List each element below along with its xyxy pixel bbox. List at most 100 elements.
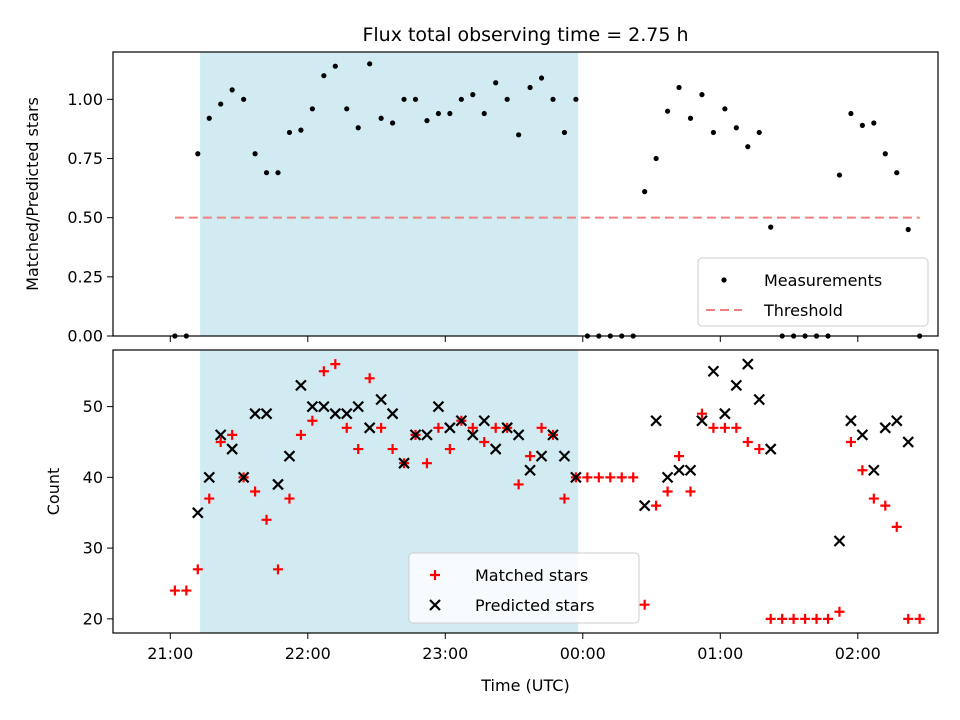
predicted-star-marker [524, 464, 536, 477]
matched-star-marker [857, 465, 868, 476]
measurement-point [710, 129, 717, 136]
y-tick: 20 [83, 609, 113, 628]
measurement-point [859, 122, 865, 128]
matched-star-marker [513, 479, 524, 490]
predicted-star-marker [444, 422, 456, 434]
matched-star-marker [341, 422, 352, 433]
predicted-star-marker [340, 407, 353, 420]
predicted-star-marker [192, 506, 204, 519]
predicted-star-marker [753, 393, 766, 406]
x-tick: 23:00 [422, 633, 468, 663]
y-tick: 0.00 [67, 327, 113, 346]
predicted-star-marker [535, 450, 548, 462]
matched-star-marker [582, 472, 593, 483]
matched-star-marker [811, 613, 822, 624]
y-axis-label: Matched/Predicted stars [23, 97, 42, 291]
measurement-point [412, 96, 419, 102]
x-tick-label: 22:00 [285, 644, 331, 663]
matched-star-marker [800, 613, 811, 624]
measurement-point [733, 125, 739, 131]
measurement-point [241, 96, 247, 102]
axes-frame [112, 51, 939, 337]
predicted-star-marker [650, 414, 662, 427]
matched-star-marker [525, 451, 536, 462]
legend-predicted-swatch [429, 599, 441, 611]
y-tick-label: 20 [83, 609, 103, 628]
measurement-point [722, 106, 728, 112]
legend: Measurements Threshold [697, 257, 929, 327]
matched-star-marker [387, 444, 398, 455]
matched-star-marker [204, 493, 215, 504]
predicted-star-marker [696, 414, 708, 427]
predicted-star-marker [501, 422, 513, 434]
measurement-point [458, 96, 464, 102]
matched-star-marker [295, 429, 306, 440]
y-tick-label: 40 [83, 468, 103, 487]
markers-group [169, 358, 925, 624]
measurement-point [664, 108, 671, 114]
matched-star-marker [192, 564, 203, 575]
matched-star-marker [433, 422, 444, 433]
matched-star-marker [662, 486, 673, 497]
y-tick-label: 1.00 [67, 90, 103, 109]
matched-star-marker [685, 486, 696, 497]
measurement-point [504, 96, 510, 102]
predicted-star-marker [386, 407, 399, 420]
predicted-star-marker [329, 407, 342, 420]
measurement-point [298, 127, 304, 133]
predicted-star-marker [730, 379, 743, 392]
legend-label: Matched stars [475, 566, 588, 585]
matched-star-marker [605, 472, 616, 483]
legend-measurement-swatch [721, 277, 727, 283]
measurement-point [275, 170, 281, 176]
measurement-point [871, 120, 877, 126]
matched-star-marker [353, 444, 364, 455]
x-axis-label: Time (UTC) [480, 676, 569, 695]
measurement-point [263, 170, 270, 176]
matched-star-marker [708, 422, 719, 433]
measurement-point [653, 155, 659, 162]
matched-star-marker [421, 458, 432, 469]
measurement-point [527, 84, 533, 91]
x-tick: 00:00 [560, 633, 606, 663]
predicted-star-marker [868, 464, 880, 477]
x-tick: 01:00 [697, 633, 743, 663]
matched-star-marker [330, 359, 341, 370]
matched-star-marker [651, 500, 662, 511]
matched-star-marker [559, 493, 570, 504]
matched-star-marker [593, 472, 604, 483]
y-tick-label: 30 [83, 539, 103, 558]
matched-star-marker [834, 606, 845, 617]
predicted-star-marker [661, 471, 674, 484]
predicted-star-marker [764, 443, 777, 455]
matched-star-marker [467, 422, 478, 433]
measurement-point [229, 87, 235, 93]
measurement-point [848, 110, 854, 117]
measurement-point [538, 75, 545, 81]
measurement-point [355, 125, 361, 131]
predicted-star-marker [249, 407, 261, 420]
legend-matched-swatch [430, 570, 440, 580]
matched-star-marker [181, 585, 192, 596]
matched-star-marker [169, 585, 180, 596]
x-tick: 02:00 [835, 633, 881, 663]
measurement-point [195, 151, 201, 157]
predicted-star-marker [409, 429, 422, 441]
predicted-star-marker [306, 400, 319, 413]
matched-star-marker [845, 436, 856, 447]
predicted-star-marker [478, 414, 491, 427]
predicted-star-marker [203, 471, 216, 484]
matched-star-marker [479, 436, 490, 447]
matched-star-marker [868, 493, 879, 504]
chart-title: Flux total observing time = 2.75 h [362, 24, 688, 46]
predicted-star-marker [719, 407, 731, 420]
matched-star-marker [674, 451, 685, 462]
legend-label: Predicted stars [475, 596, 595, 615]
y-tick: 0.75 [67, 149, 113, 168]
measurement-point [756, 129, 762, 136]
x-tick-label: 00:00 [560, 644, 606, 663]
measurement-point [676, 84, 682, 91]
measurement-point [768, 224, 774, 230]
matched-star-marker [719, 422, 730, 433]
